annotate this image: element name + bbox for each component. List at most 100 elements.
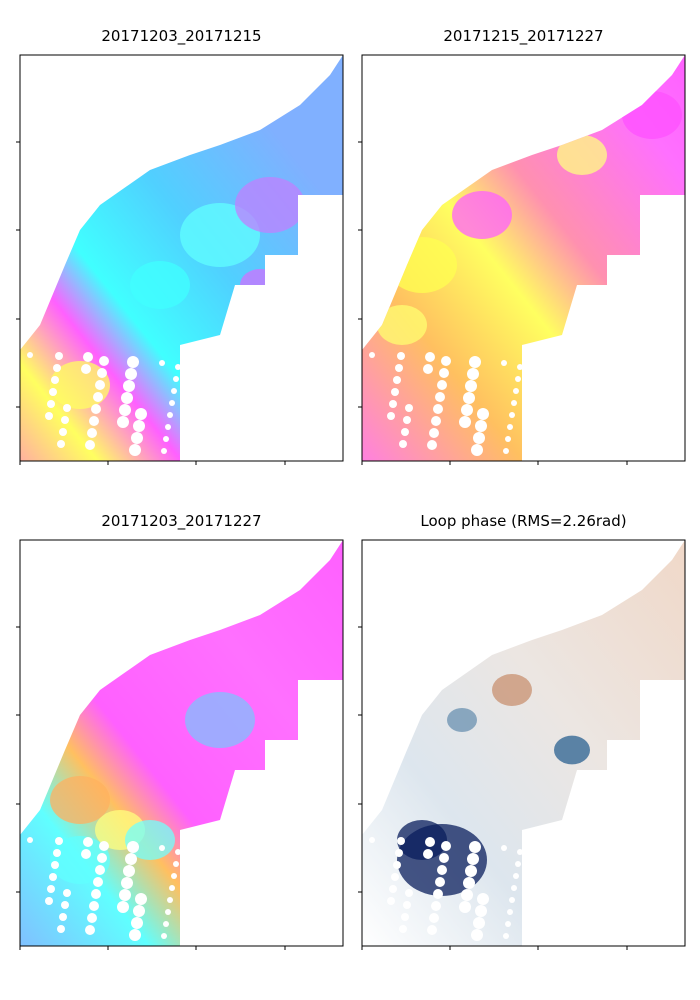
map-gap <box>27 837 33 843</box>
map-blob <box>50 776 110 824</box>
map-gap <box>117 416 129 428</box>
map-gap <box>425 352 435 362</box>
map-gap <box>431 416 441 426</box>
map-gap <box>55 352 63 360</box>
map-gap <box>435 877 445 887</box>
map-gap <box>427 925 437 935</box>
map-gap <box>83 837 93 847</box>
map-gap <box>389 885 397 893</box>
map-gap <box>49 873 57 881</box>
map-gap <box>87 913 97 923</box>
map-gap <box>459 416 471 428</box>
map-gap <box>119 889 131 901</box>
map-gap <box>399 440 407 448</box>
map-gap <box>99 841 109 851</box>
map-gap <box>471 444 483 456</box>
map-gap <box>95 865 105 875</box>
map-gap <box>53 849 61 857</box>
map-gap <box>501 360 507 366</box>
map-gap <box>127 356 139 368</box>
map-gap <box>399 925 407 933</box>
map-gap <box>501 845 507 851</box>
map-gap <box>97 368 107 378</box>
axes-frame <box>361 539 686 947</box>
map-gap <box>423 849 433 859</box>
map-gap <box>135 893 147 905</box>
map-blob <box>130 261 190 309</box>
map-gap <box>165 424 171 430</box>
map-gap <box>441 356 451 366</box>
map-gap <box>393 376 401 384</box>
map-gap <box>81 364 91 374</box>
map-gap <box>131 432 143 444</box>
map-gap <box>467 853 479 865</box>
map-gap <box>97 853 107 863</box>
map-gap <box>505 921 511 927</box>
map-gap <box>169 400 175 406</box>
map-gap <box>459 901 471 913</box>
map-gap <box>173 376 179 382</box>
map-gap <box>57 440 65 448</box>
map-gap <box>431 901 441 911</box>
map-gap <box>465 380 477 392</box>
map-gap <box>131 917 143 929</box>
panel-title: 20171203_20171227 <box>101 512 261 531</box>
map-gap <box>171 873 177 879</box>
map-gap <box>123 865 135 877</box>
map-gap <box>47 885 55 893</box>
map-gap <box>391 388 399 396</box>
map-blob <box>447 708 477 732</box>
map-gap <box>91 889 101 899</box>
map-blob <box>554 735 590 765</box>
map-gap <box>161 448 167 454</box>
map-gap <box>135 408 147 420</box>
map-fill <box>20 540 343 946</box>
panel: 20171215_20171227 <box>358 27 686 465</box>
map-gap <box>503 933 509 939</box>
map-gap <box>473 432 485 444</box>
map-blob <box>452 191 512 239</box>
map-gap <box>47 400 55 408</box>
map-gap <box>473 917 485 929</box>
map-gap <box>63 889 71 897</box>
map-gap <box>119 404 131 416</box>
map-gap <box>81 849 91 859</box>
map-gap <box>463 877 475 889</box>
map-gap <box>45 412 53 420</box>
map-gap <box>477 893 489 905</box>
map-gap <box>391 873 399 881</box>
axes-frame <box>19 539 344 947</box>
map-gap <box>513 873 519 879</box>
map-gap <box>159 845 165 851</box>
map-gap <box>505 436 511 442</box>
panels: 20171203_20171215 20171215_20171227 201712… <box>16 27 686 950</box>
map-gap <box>133 420 145 432</box>
map-gap <box>395 364 403 372</box>
map-gap <box>123 380 135 392</box>
map-gap <box>403 416 411 424</box>
map-blob <box>377 305 427 345</box>
map-gap <box>121 392 133 404</box>
panel-title: Loop phase (RMS=2.26rad) <box>420 512 626 530</box>
map-gap <box>427 440 437 450</box>
map-gap <box>429 428 439 438</box>
map-gap <box>85 440 95 450</box>
map-gap <box>121 877 133 889</box>
map-gap <box>475 420 487 432</box>
map-gap <box>83 352 93 362</box>
map-gap <box>171 388 177 394</box>
map-image <box>20 55 343 461</box>
panel: 20171203_20171227 <box>16 512 344 950</box>
map-gap <box>117 901 129 913</box>
map-image <box>362 55 685 461</box>
map-gap <box>163 436 169 442</box>
map-gap <box>63 404 71 412</box>
map-gap <box>423 364 433 374</box>
map-blob <box>557 135 607 175</box>
map-blob <box>622 91 682 139</box>
map-gap <box>93 392 103 402</box>
map-blob <box>235 177 305 233</box>
map-gap <box>89 901 99 911</box>
map-gap <box>517 364 523 370</box>
